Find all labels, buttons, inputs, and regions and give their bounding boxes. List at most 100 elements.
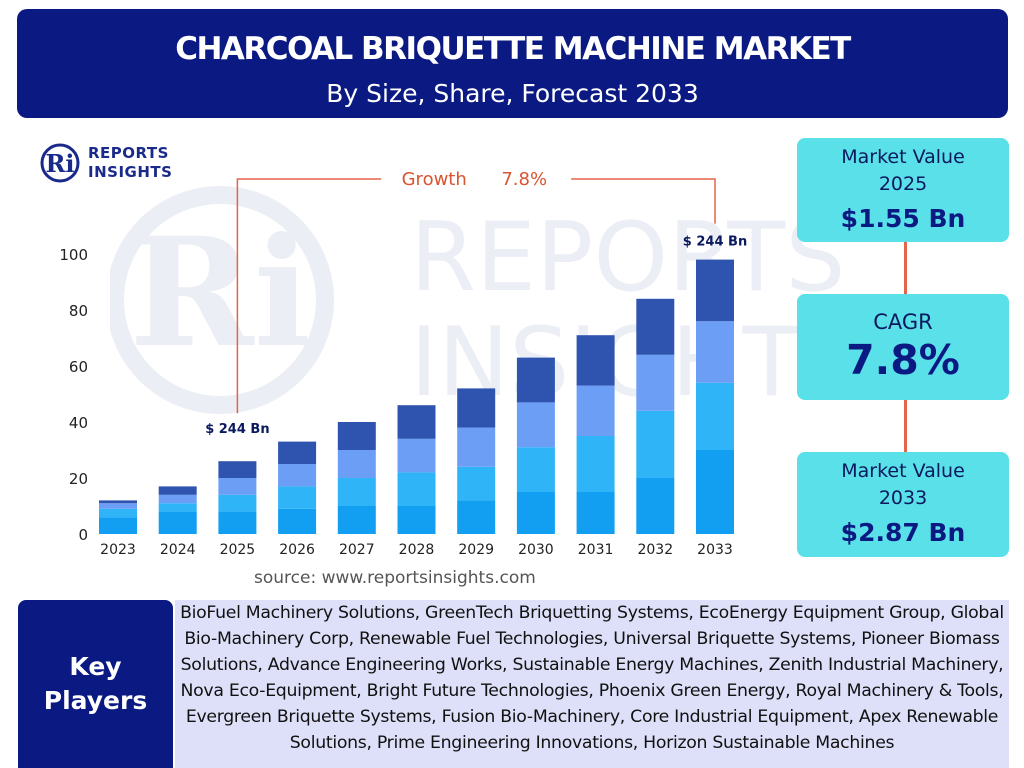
stat-cagr-label: CAGR <box>873 310 933 334</box>
x-tick-label: 2033 <box>697 542 733 558</box>
growth-value: 7.8% <box>501 169 547 190</box>
y-tick-label: 20 <box>69 470 88 488</box>
stat-end-label2: 2033 <box>878 487 928 509</box>
page-subtitle: By Size, Share, Forecast 2033 <box>326 79 699 108</box>
bar-segment-2033-1 <box>696 450 734 534</box>
title-banner: CHARCOAL BRIQUETTE MACHINE MARKET By Siz… <box>17 9 1008 118</box>
key-players-label-line1: Key <box>69 652 122 681</box>
key-players-panel: BioFuel Machinery Solutions, GreenTech B… <box>175 600 1009 768</box>
stat-box-cagr: CAGR 7.8% <box>797 294 1009 400</box>
logo-text: REPORTS INSIGHTS <box>88 144 172 182</box>
bar-segment-2031-2 <box>576 436 615 492</box>
x-tick-label: 2028 <box>399 542 435 558</box>
stat-start-value: $1.55 Bn <box>840 204 966 233</box>
bars <box>99 259 734 534</box>
bar-segment-2032-1 <box>636 478 675 534</box>
logo-mark-icon: Ri <box>40 143 80 183</box>
brand-logo: Ri REPORTS INSIGHTS <box>40 142 180 184</box>
bar-segment-2032-4 <box>636 298 675 355</box>
x-axis: 2023 2024 2025 2026 2027 2028 2029 2030 2031 2032… <box>100 542 733 558</box>
bar-segment-2029-3 <box>457 427 496 467</box>
bar-segment-2032-2 <box>636 410 675 478</box>
bar-segment-2031-3 <box>576 385 615 436</box>
bar-segment-2032-3 <box>636 354 675 411</box>
x-tick-label: 2032 <box>637 542 673 558</box>
y-axis: 0 20 40 60 80 100 <box>59 246 88 544</box>
logo-line2: INSIGHTS <box>88 163 173 181</box>
bar-segment-2033-4 <box>696 259 734 322</box>
bar-segment-2030-1 <box>516 492 555 534</box>
stat-cagr-value: 7.8% <box>846 336 960 384</box>
stat-end-label1: Market Value <box>841 460 965 482</box>
logo-line1: REPORTS <box>88 144 169 162</box>
x-tick-label: 2029 <box>458 542 494 558</box>
bar-segment-2027-4 <box>337 422 376 450</box>
bar-segment-2028-2 <box>397 472 436 506</box>
key-players-label-line2: Players <box>43 686 148 715</box>
bar-segment-2026-2 <box>278 486 317 509</box>
x-tick-label: 2030 <box>518 542 554 558</box>
bar-segment-2031-1 <box>576 492 615 534</box>
bar-segment-2026-1 <box>278 508 317 534</box>
start-value-label: $ 244 Bn <box>205 422 269 437</box>
bar-segment-2029-2 <box>457 466 496 501</box>
y-tick-label: 100 <box>59 246 88 264</box>
growth-bracket-left <box>236 178 382 414</box>
growth-bracket-right <box>571 178 716 224</box>
x-tick-label: 2024 <box>160 542 196 558</box>
stat-box-start: Market Value 2025 $1.55 Bn <box>797 138 1009 242</box>
bar-segment-2023-3 <box>99 503 137 509</box>
bar-segment-2027-2 <box>337 478 376 506</box>
bar-segment-2031-4 <box>576 335 615 386</box>
bar-segment-2025-3 <box>218 478 257 495</box>
y-tick-label: 60 <box>69 358 88 376</box>
stat-start-label2: 2025 <box>878 173 928 195</box>
connector-line <box>904 400 907 452</box>
stat-start-label1: Market Value <box>841 146 965 168</box>
logo-mark-text: Ri <box>45 149 74 178</box>
stat-box-end: Market Value 2033 $2.87 Bn <box>797 452 1009 557</box>
bar-segment-2028-1 <box>397 506 436 534</box>
bar-segment-2024-3 <box>158 494 197 504</box>
y-tick-label: 40 <box>69 414 88 432</box>
bar-segment-2025-2 <box>218 494 257 512</box>
bar-segment-2024-4 <box>158 486 197 495</box>
bar-segment-2033-3 <box>696 321 734 383</box>
bar-segment-2029-1 <box>457 500 496 534</box>
page-title: CHARCOAL BRIQUETTE MACHINE MARKET <box>175 31 851 67</box>
stat-end-value: $2.87 Bn <box>840 518 966 547</box>
x-tick-label: 2026 <box>279 542 315 558</box>
x-tick-label: 2025 <box>220 542 256 558</box>
bar-segment-2029-4 <box>457 388 496 428</box>
bar-segment-2025-4 <box>218 461 257 478</box>
x-tick-label: 2023 <box>100 542 136 558</box>
y-tick-label: 80 <box>69 302 88 320</box>
bar-segment-2030-2 <box>516 447 555 492</box>
end-value-label: $ 244 Bn <box>683 235 747 250</box>
bar-segment-2030-4 <box>516 357 555 403</box>
bar-segment-2028-4 <box>397 405 436 439</box>
bar-segment-2026-3 <box>278 464 317 487</box>
y-tick-label: 0 <box>78 526 88 544</box>
bar-segment-2028-3 <box>397 438 436 473</box>
growth-label: Growth <box>402 169 467 190</box>
bar-segment-2023-2 <box>99 508 137 518</box>
x-tick-label: 2031 <box>578 542 614 558</box>
x-tick-label: 2027 <box>339 542 375 558</box>
bar-segment-2024-1 <box>158 511 197 534</box>
bar-segment-2027-1 <box>337 506 376 534</box>
bar-segment-2033-2 <box>696 382 734 450</box>
bar-segment-2025-1 <box>218 511 257 534</box>
bar-segment-2024-2 <box>158 503 197 512</box>
bar-segment-2023-4 <box>99 500 137 504</box>
bar-segment-2026-4 <box>278 441 317 464</box>
source-note: source: www.reportsinsights.com <box>254 568 536 588</box>
connector-line <box>904 242 907 294</box>
bar-segment-2030-3 <box>516 402 555 448</box>
bar-segment-2023-1 <box>99 517 137 534</box>
growth-annotation: Growth 7.8% <box>236 169 716 414</box>
key-players-list: BioFuel Machinery Solutions, GreenTech B… <box>180 603 1004 753</box>
bar-segment-2027-3 <box>337 450 376 478</box>
key-players-label: Key Players <box>18 600 173 768</box>
